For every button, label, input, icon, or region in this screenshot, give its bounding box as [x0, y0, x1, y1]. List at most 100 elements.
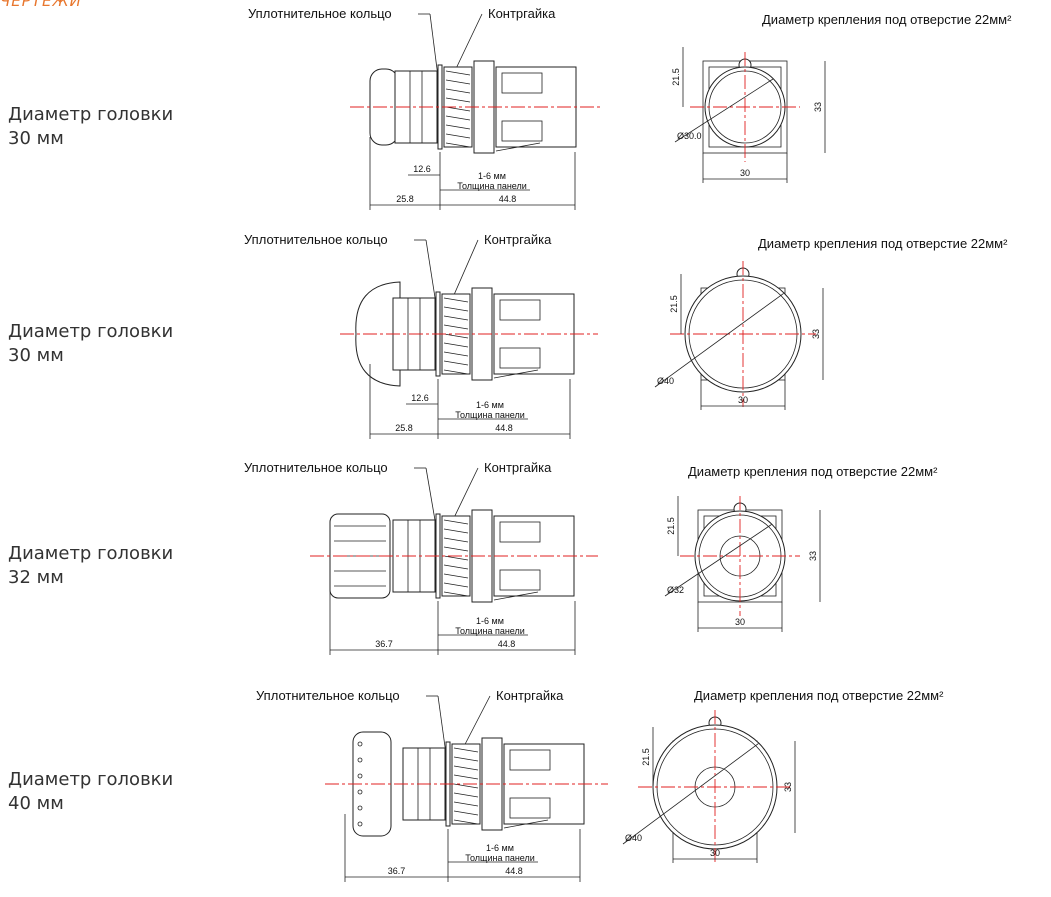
contact-window — [499, 569, 541, 591]
latch — [493, 591, 539, 601]
seal-ring-label: Уплотнительное кольцо — [244, 460, 388, 475]
thread-line — [445, 106, 471, 112]
seal-ring-label: Уплотнительное кольцо — [248, 6, 392, 21]
thread-line — [445, 88, 471, 94]
thread-line — [443, 351, 469, 357]
dim-30: 30 — [740, 168, 750, 178]
dim-rear-length: 44.8 — [495, 423, 513, 433]
thread-line — [443, 591, 469, 597]
dim-21-5: 21.5 — [669, 295, 679, 313]
head-label-line2: 30 мм — [8, 345, 64, 366]
thread-line — [443, 537, 469, 543]
head-label-line2: 30 мм — [8, 128, 64, 149]
thread-line — [453, 765, 479, 771]
dim-panel-range: 1-6 мм — [478, 171, 506, 181]
thread-line — [443, 573, 469, 579]
dim-panel-label: Толщина панели — [455, 410, 525, 420]
dim-panel-range: 1-6 мм — [476, 616, 504, 626]
mount-hole-title: Диаметр крепления под отверстие 22мм² — [762, 12, 1012, 27]
dim-33: 33 — [808, 551, 818, 561]
dim-rear-length: 44.8 — [505, 866, 523, 876]
head-diameter-label-3: Диаметр головки 32 мм — [8, 542, 173, 590]
dim-head-diameter: Ø40 — [657, 376, 674, 386]
thread-line — [453, 810, 479, 816]
locknut-label: Контргайка — [484, 232, 552, 247]
section-title: ЧЕРТЕЖИ — [0, 0, 82, 10]
diameter-leader — [664, 524, 772, 597]
thread-line — [453, 792, 479, 798]
latch — [495, 142, 541, 152]
dim-21-5: 21.5 — [666, 517, 676, 535]
dim-front-length: 25.8 — [396, 194, 414, 204]
dim-33: 33 — [783, 782, 793, 792]
contact-window — [499, 299, 541, 321]
thread-line — [443, 306, 469, 312]
locknut-label: Контргайка — [488, 6, 556, 21]
dim-33: 33 — [811, 329, 821, 339]
thread-line — [443, 333, 469, 339]
head-label-line1: Диаметр головки — [8, 543, 174, 564]
dim-12-6: 12.6 — [411, 393, 429, 403]
mount-hole-title: Диаметр крепления под отверстие 22мм² — [694, 688, 944, 703]
dim-21-5: 21.5 — [641, 748, 651, 766]
drawing-row-1: Уплотнительное кольцо Контргайка Диаметр к… — [248, 6, 1012, 210]
dim-panel-label: Толщина панели — [457, 181, 527, 191]
contact-window — [509, 749, 551, 771]
head-diameter-label-1: Диаметр головки 30 мм — [8, 103, 173, 151]
locknut-label: Контргайка — [484, 460, 552, 475]
locknut-label: Контргайка — [496, 688, 564, 703]
diameter-leader — [622, 743, 759, 845]
dim-head-diameter: Ø30.0 — [677, 131, 702, 141]
thread-line — [453, 801, 479, 807]
thread-line — [453, 819, 479, 825]
contact-window — [499, 347, 541, 369]
contact-window — [509, 797, 551, 819]
thread-line — [443, 564, 469, 570]
head-diameter-label-4: Диаметр головки 40 мм — [8, 768, 173, 816]
thread-line — [445, 70, 471, 76]
mount-hole-title: Диаметр крепления под отверстие 22мм² — [688, 464, 938, 479]
dim-front-length: 36.7 — [388, 866, 406, 876]
dim-front-length: 36.7 — [375, 639, 393, 649]
thread-line — [445, 142, 471, 148]
thread-line — [443, 546, 469, 552]
dim-rear-length: 44.8 — [499, 194, 517, 204]
head-bump — [357, 789, 363, 795]
mount-hole-title: Диаметр крепления под отверстие 22мм² — [758, 236, 1008, 251]
latch — [503, 819, 549, 829]
thread-line — [443, 528, 469, 534]
thread-line — [445, 124, 471, 130]
head-label-line1: Диаметр головки — [8, 769, 174, 790]
thread-line — [443, 297, 469, 303]
dim-panel-range: 1-6 мм — [486, 843, 514, 853]
seal-ring-leader-diag — [437, 695, 447, 755]
dim-rear-length: 44.8 — [498, 639, 516, 649]
head-label-line1: Диаметр головки — [8, 321, 174, 342]
thread-line — [445, 115, 471, 121]
contact-window — [501, 120, 543, 142]
head-diameter-label-2: Диаметр головки 30 мм — [8, 320, 173, 368]
contact-window — [501, 72, 543, 94]
dim-front-length: 25.8 — [395, 423, 413, 433]
locknut-leader — [449, 239, 479, 305]
head-bump — [357, 773, 363, 779]
drawing-row-3: Уплотнительное кольцо Контргайка Диаметр к… — [244, 460, 938, 655]
diameter-leader — [674, 78, 774, 143]
head-bump — [357, 821, 363, 827]
latch — [493, 369, 539, 379]
dim-head-diameter: Ø40 — [625, 833, 642, 843]
thread-line — [453, 747, 479, 753]
head-bump — [357, 805, 363, 811]
dim-30: 30 — [738, 395, 748, 405]
seal-ring-leader-diag — [425, 467, 437, 527]
thread-line — [453, 783, 479, 789]
thread-line — [443, 519, 469, 525]
contact-window — [499, 521, 541, 543]
dim-head-diameter: Ø32 — [667, 585, 684, 595]
head-bump — [357, 757, 363, 763]
diameter-leader — [654, 293, 784, 388]
thread-line — [445, 97, 471, 103]
thread-line — [443, 582, 469, 588]
thread-line — [443, 342, 469, 348]
drawing-row-4: Уплотнительное кольцо Контргайка Диаметр к… — [256, 688, 944, 882]
